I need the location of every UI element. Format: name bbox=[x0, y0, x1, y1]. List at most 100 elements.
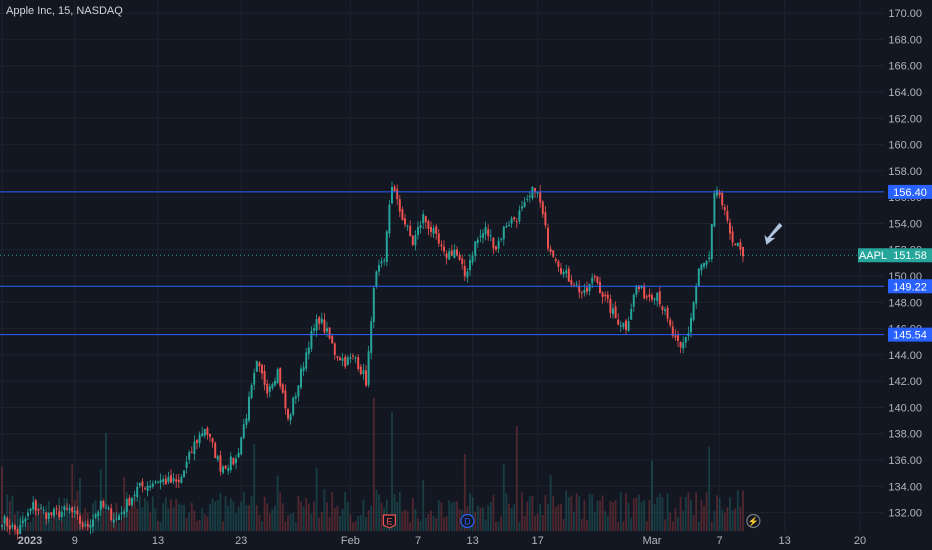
candle-body[interactable] bbox=[307, 347, 310, 355]
candle-body[interactable] bbox=[679, 341, 682, 348]
candle-body[interactable] bbox=[313, 328, 315, 331]
candle-body[interactable] bbox=[125, 499, 128, 513]
candle-body[interactable] bbox=[469, 260, 471, 271]
candle-body[interactable] bbox=[651, 295, 653, 300]
candle-body[interactable] bbox=[326, 328, 328, 332]
candle-body[interactable] bbox=[42, 509, 45, 511]
candle-body[interactable] bbox=[705, 260, 708, 265]
candle-body[interactable] bbox=[518, 210, 521, 221]
candle-body[interactable] bbox=[534, 188, 536, 193]
candle-body[interactable] bbox=[250, 385, 253, 399]
candle-body[interactable] bbox=[588, 283, 591, 292]
candle-body[interactable] bbox=[97, 512, 100, 517]
candle-body[interactable] bbox=[227, 468, 230, 471]
candle-body[interactable] bbox=[175, 479, 178, 482]
candle-body[interactable] bbox=[73, 511, 76, 513]
candle-body[interactable] bbox=[570, 279, 573, 285]
candle-body[interactable] bbox=[630, 308, 633, 320]
candle-body[interactable] bbox=[86, 523, 89, 527]
candle-body[interactable] bbox=[34, 500, 37, 511]
candle-body[interactable] bbox=[266, 383, 269, 394]
candle-body[interactable] bbox=[419, 225, 422, 228]
candle-body[interactable] bbox=[341, 358, 344, 361]
time-axis[interactable]: 2023 9 13 23 Feb 7 13 17 Mar 7 13 20 bbox=[18, 535, 866, 547]
candle-body[interactable] bbox=[362, 370, 365, 374]
candle-body[interactable] bbox=[281, 384, 284, 393]
candle-body[interactable] bbox=[653, 298, 656, 300]
candle-body[interactable] bbox=[331, 336, 334, 344]
dividend-marker[interactable] bbox=[460, 513, 475, 529]
candle-body[interactable] bbox=[508, 224, 510, 226]
candle-body[interactable] bbox=[276, 369, 279, 384]
candle-body[interactable] bbox=[245, 418, 248, 425]
candle-body[interactable] bbox=[562, 272, 565, 275]
candle-body[interactable] bbox=[718, 191, 721, 196]
candle-body[interactable] bbox=[323, 319, 326, 333]
candle-body[interactable] bbox=[526, 198, 529, 200]
candle-body[interactable] bbox=[240, 437, 243, 455]
candle-body[interactable] bbox=[578, 285, 581, 293]
candle-body[interactable] bbox=[669, 319, 672, 326]
candle-body[interactable] bbox=[411, 235, 414, 245]
candle-body[interactable] bbox=[697, 268, 700, 287]
candle-body[interactable] bbox=[539, 191, 542, 203]
candle-body[interactable] bbox=[94, 514, 97, 518]
candle-body[interactable] bbox=[242, 424, 245, 439]
candle-body[interactable] bbox=[68, 508, 71, 510]
candle-body[interactable] bbox=[541, 201, 544, 215]
candle-body[interactable] bbox=[105, 507, 107, 509]
candle-body[interactable] bbox=[515, 221, 518, 223]
candle-body[interactable] bbox=[29, 508, 32, 512]
candle-body[interactable] bbox=[604, 294, 607, 297]
candle-body[interactable] bbox=[388, 204, 391, 234]
candle-body[interactable] bbox=[422, 214, 425, 224]
candle-body[interactable] bbox=[21, 520, 24, 524]
candle-body[interactable] bbox=[671, 326, 674, 336]
candle-body[interactable] bbox=[196, 440, 198, 443]
candle-body[interactable] bbox=[50, 512, 53, 515]
candle-body[interactable] bbox=[617, 319, 620, 325]
candle-body[interactable] bbox=[731, 231, 734, 243]
candle-body[interactable] bbox=[315, 318, 318, 331]
candle-body[interactable] bbox=[346, 357, 349, 366]
candle-body[interactable] bbox=[450, 250, 453, 256]
candle-body[interactable] bbox=[721, 193, 724, 206]
candle-body[interactable] bbox=[404, 218, 406, 225]
candle-body[interactable] bbox=[274, 380, 276, 386]
candle-body[interactable] bbox=[375, 271, 378, 287]
candle-body[interactable] bbox=[573, 285, 575, 287]
candle-body[interactable] bbox=[502, 226, 505, 240]
candle-body[interactable] bbox=[583, 289, 586, 293]
candle-body[interactable] bbox=[172, 478, 175, 482]
candle-body[interactable] bbox=[684, 336, 687, 343]
candle-body[interactable] bbox=[736, 243, 739, 247]
candle-body[interactable] bbox=[333, 343, 336, 356]
candle-body[interactable] bbox=[219, 455, 222, 472]
candle-body[interactable] bbox=[596, 276, 599, 283]
symbol-badge[interactable] bbox=[858, 248, 888, 263]
candle-body[interactable] bbox=[79, 516, 81, 524]
candle-body[interactable] bbox=[112, 519, 115, 523]
candle-body[interactable] bbox=[92, 519, 94, 527]
candle-body[interactable] bbox=[232, 457, 235, 465]
candle-body[interactable] bbox=[320, 318, 323, 323]
candle-body[interactable] bbox=[279, 368, 282, 387]
candle-body[interactable] bbox=[378, 265, 380, 272]
candle-body[interactable] bbox=[674, 335, 677, 338]
candle-body[interactable] bbox=[695, 285, 698, 304]
candle-body[interactable] bbox=[58, 511, 61, 518]
candle-body[interactable] bbox=[89, 525, 92, 528]
candle-body[interactable] bbox=[193, 441, 196, 455]
candle-body[interactable] bbox=[40, 508, 42, 510]
candle-body[interactable] bbox=[136, 486, 139, 498]
candle-body[interactable] bbox=[479, 235, 482, 238]
candle-body[interactable] bbox=[443, 246, 445, 252]
candle-body[interactable] bbox=[567, 268, 570, 282]
annotation-arrow[interactable] bbox=[764, 222, 783, 245]
candle-body[interactable] bbox=[149, 485, 152, 488]
candle-body[interactable] bbox=[159, 479, 162, 483]
candle-body[interactable] bbox=[19, 524, 22, 534]
candle-body[interactable] bbox=[440, 244, 443, 247]
candle-body[interactable] bbox=[565, 270, 568, 274]
candle-body[interactable] bbox=[466, 271, 469, 278]
